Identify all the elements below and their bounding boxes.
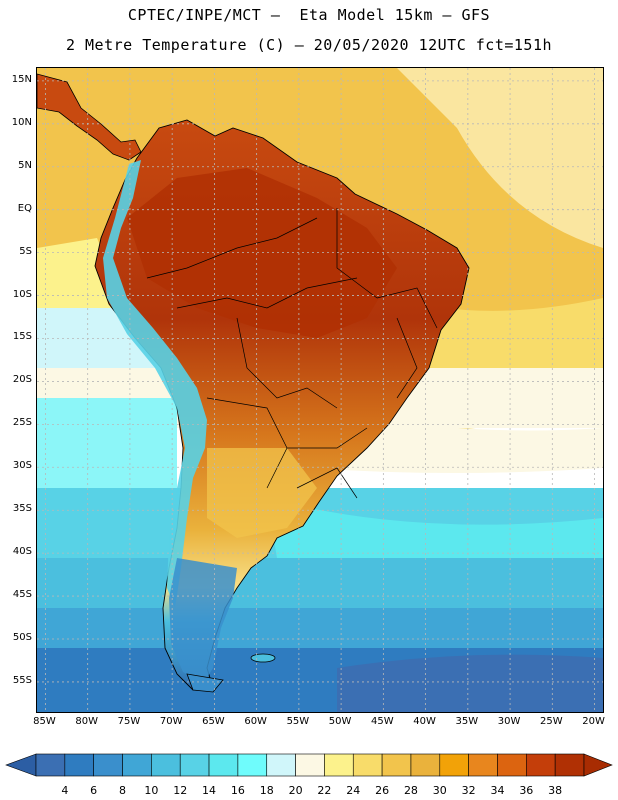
latitude-label: 35S <box>12 503 32 515</box>
colorbar-swatch <box>35 753 66 777</box>
colorbar-swatch <box>439 753 469 777</box>
colorbar-swatch <box>468 753 498 777</box>
colorbar-low-arrow <box>5 753 37 777</box>
lat-lon-grid <box>37 68 603 712</box>
ocean-band-6 <box>337 654 603 712</box>
latitude-label: 5N <box>18 159 32 171</box>
tierra-del-fuego <box>186 673 224 693</box>
colorbar-tick-label: 34 <box>490 784 505 797</box>
temperature-map <box>36 67 604 713</box>
latitude-label: 5S <box>19 245 32 257</box>
andes-cold-strip <box>103 160 207 608</box>
latitude-label: EQ <box>17 202 32 214</box>
ocean-band-10 <box>37 608 603 648</box>
colorbar-tick-label: 28 <box>403 784 418 797</box>
colorbar-high-arrow <box>583 753 613 777</box>
longitude-label: 65W <box>202 716 225 727</box>
colorbar-tick-label: 22 <box>317 784 332 797</box>
colorbar-tick-label: 30 <box>432 784 447 797</box>
map-title-line2: 2 Metre Temperature (C) – 20/05/2020 12U… <box>65 36 553 54</box>
latitude-label: 10S <box>12 288 32 300</box>
ocean-band-north-atlantic <box>397 68 603 248</box>
latitude-label: 55S <box>12 674 32 686</box>
colorbar-tick-label: 8 <box>119 784 127 797</box>
latitude-label: 30S <box>12 460 32 472</box>
longitude-label: 30W <box>497 716 521 727</box>
central-america-landmass <box>37 73 142 161</box>
latitude-label: 45S <box>12 589 32 601</box>
country-borders <box>146 208 438 499</box>
colorbar-swatch <box>64 753 94 777</box>
colorbar-tick-label: 20 <box>288 784 303 797</box>
longitude-label: 55W <box>286 716 310 727</box>
colorbar-tick-label: 10 <box>144 784 159 797</box>
ocean-band-18 <box>37 398 177 498</box>
falkland-islands <box>250 653 276 663</box>
longitude-label: 45W <box>371 716 394 727</box>
colorbar-tick-label: 16 <box>230 784 245 797</box>
colorbar-tick-label: 38 <box>548 784 563 797</box>
colorbar-swatch <box>266 753 296 777</box>
map-canvas <box>37 68 603 712</box>
colorbar-swatch <box>497 753 527 777</box>
colorbar-swatch <box>151 753 181 777</box>
colorbar-swatch <box>295 753 325 777</box>
temperature-colorbar <box>5 753 613 777</box>
latitude-label: 20S <box>12 374 32 386</box>
longitude-label: 85W <box>33 716 56 727</box>
patagonia-cold-region <box>169 558 237 684</box>
colorbar-swatch <box>526 753 556 777</box>
longitude-label: 25W <box>540 716 563 727</box>
colorbar-tick-label: 18 <box>259 784 274 797</box>
latitude-label: 15N <box>11 73 32 85</box>
latitude-label: 15S <box>12 331 32 343</box>
longitude-label: 20W <box>582 716 605 727</box>
latitude-label: 40S <box>12 546 32 558</box>
longitude-label: 70W <box>159 716 183 727</box>
latitude-label: 10N <box>11 116 32 128</box>
colorbar-swatch <box>179 753 210 777</box>
longitude-label: 40W <box>413 716 436 727</box>
colorbar-swatch <box>554 753 585 777</box>
longitude-label: 35W <box>455 716 479 727</box>
colorbar-tick-label: 6 <box>90 784 98 797</box>
colorbar-swatch <box>93 753 123 777</box>
colorbar-swatch <box>208 753 239 777</box>
map-title-line1: CPTEC/INPE/MCT – Eta Model 15km – GFS <box>127 6 491 24</box>
ocean-band-12 <box>37 558 603 608</box>
longitude-label: 75W <box>117 716 141 727</box>
colorbar-tick-label: 14 <box>202 784 217 797</box>
colorbar-tick-label: 26 <box>375 784 390 797</box>
colorbar-swatch <box>237 753 268 777</box>
colorbar-tick-label: 32 <box>461 784 476 797</box>
colorbar-swatch <box>324 753 354 777</box>
colorbar-swatch <box>352 753 383 777</box>
longitude-label: 60W <box>244 716 267 727</box>
colorbar-tick-label: 4 <box>61 784 69 797</box>
longitude-label: 50W <box>328 716 352 727</box>
latitude-label: 50S <box>12 632 32 643</box>
colorbar-tick-label: 36 <box>519 784 534 797</box>
latitude-label: 25S <box>12 417 32 429</box>
colorbar-swatch <box>122 753 152 777</box>
colorbar-tick-label: 12 <box>173 784 188 797</box>
southern-cone-moderate <box>207 448 317 538</box>
colorbar-swatch <box>410 753 441 777</box>
longitude-label: 80W <box>75 716 98 727</box>
colorbar-tick-label: 24 <box>346 784 361 797</box>
colorbar-swatch <box>381 753 412 777</box>
